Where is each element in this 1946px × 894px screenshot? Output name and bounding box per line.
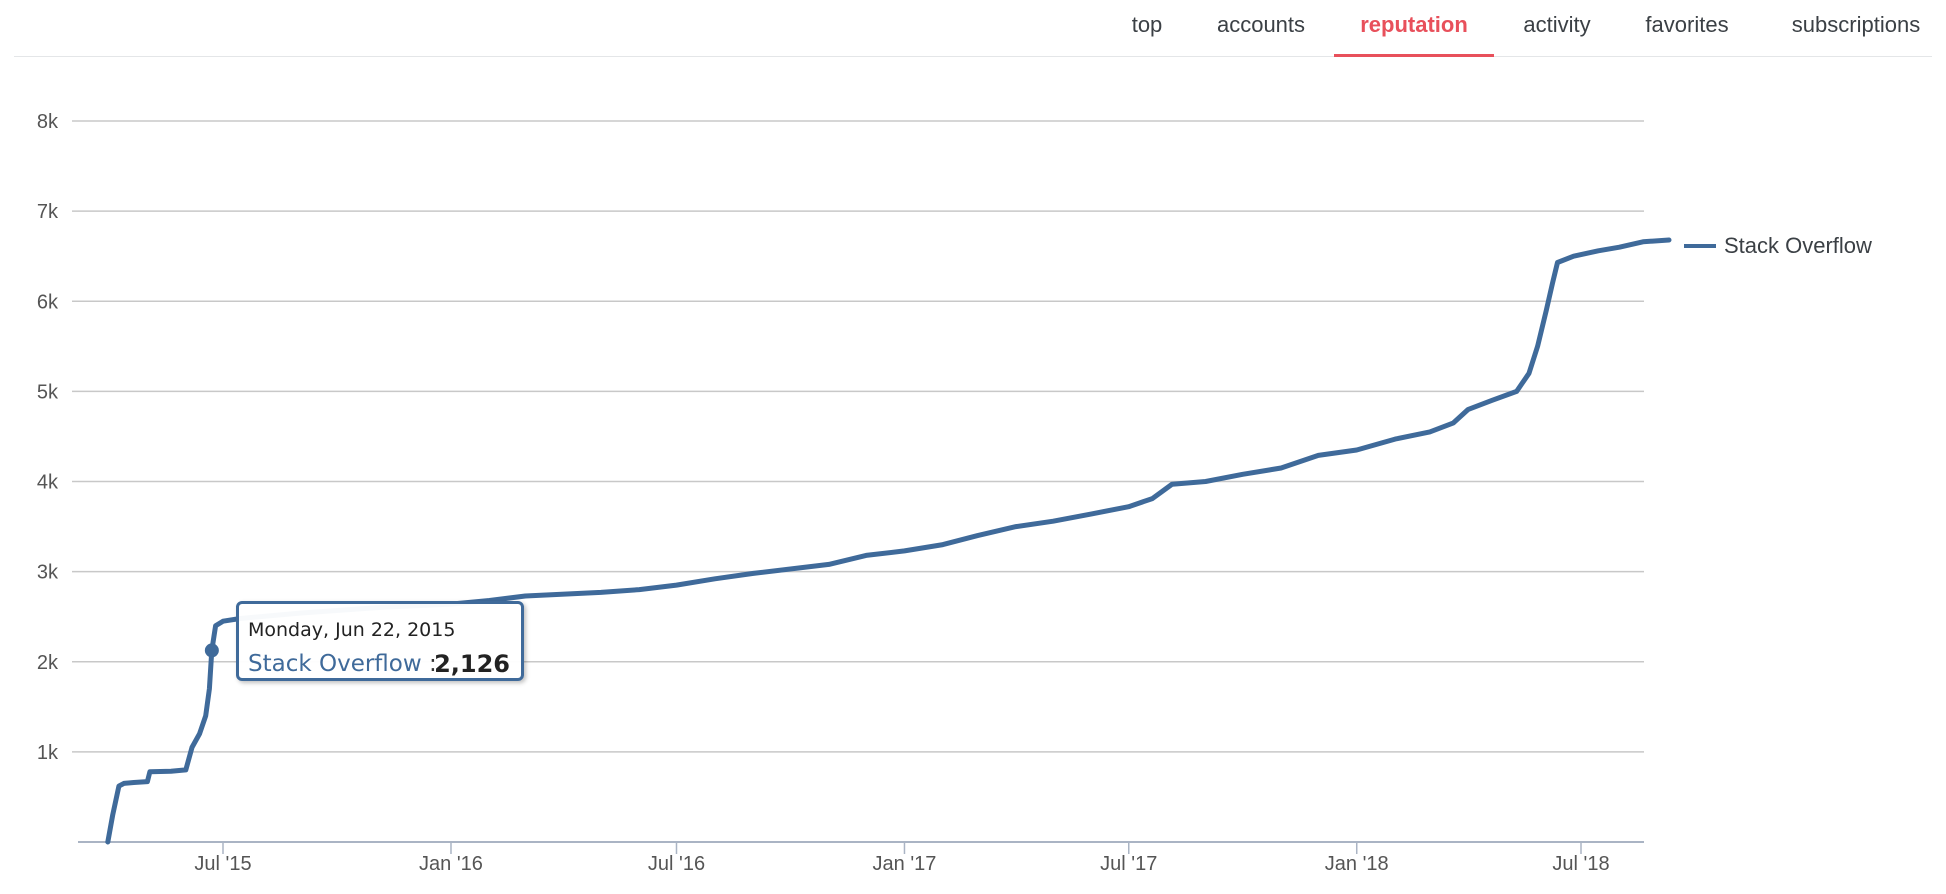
x-tick-label: Jan '18 bbox=[1325, 853, 1389, 875]
tooltip-series-name: Stack Overflow bbox=[248, 651, 422, 677]
y-tick-label: 4k bbox=[37, 472, 59, 494]
x-tick-label: Jul '17 bbox=[1100, 853, 1157, 875]
tooltip-value: 2,126 bbox=[434, 650, 510, 678]
y-axis: 1k 2k 3k 4k 5k 6k 7k 8k bbox=[37, 111, 78, 764]
y-tick-label: 2k bbox=[37, 652, 59, 674]
x-tick-label: Jan '16 bbox=[419, 853, 483, 875]
tooltip-marker bbox=[204, 643, 219, 658]
y-tick-label: 3k bbox=[37, 562, 59, 584]
legend-label-stack-overflow[interactable]: Stack Overflow bbox=[1724, 233, 1872, 258]
tooltip-colon: : bbox=[421, 651, 437, 677]
series-line-stack-overflow bbox=[105, 237, 1672, 845]
series-layer bbox=[105, 237, 1672, 845]
tooltip-series: Stack Overflow : bbox=[248, 651, 437, 677]
active-tab-indicator bbox=[1334, 54, 1494, 57]
y-tick-label: 8k bbox=[37, 111, 59, 133]
profile-tab-bar: top accounts reputation activity favorit… bbox=[14, 0, 1932, 57]
tab-subscriptions[interactable]: subscriptions bbox=[1791, 12, 1921, 37]
tab-reputation[interactable]: reputation bbox=[1360, 12, 1468, 37]
y-tick-label: 5k bbox=[37, 381, 59, 403]
x-tick-label: Jan '17 bbox=[873, 853, 937, 875]
tab-favorites[interactable]: favorites bbox=[1645, 12, 1729, 37]
chart-tooltip: Monday, Jun 22, 2015 Stack Overflow : 2,… bbox=[236, 601, 524, 681]
legend[interactable]: Stack Overflow bbox=[1684, 233, 1872, 258]
tab-top[interactable]: top bbox=[1131, 12, 1163, 37]
y-tick-label: 6k bbox=[37, 291, 59, 313]
tab-accounts[interactable]: accounts bbox=[1216, 12, 1306, 37]
x-tick-label: Jul '15 bbox=[194, 853, 251, 875]
tab-activity[interactable]: activity bbox=[1523, 12, 1591, 37]
x-tick-label: Jul '18 bbox=[1552, 853, 1609, 875]
y-tick-label: 1k bbox=[37, 742, 59, 764]
x-axis: Jul '15 Jan '16 Jul '16 Jan '17 Jul '17 Jan '… bbox=[78, 841, 1644, 875]
x-tick-label: Jul '16 bbox=[648, 853, 705, 875]
y-tick-label: 7k bbox=[37, 201, 59, 223]
grid-lines bbox=[78, 120, 1644, 753]
tooltip-date: Monday, Jun 22, 2015 bbox=[248, 619, 456, 641]
